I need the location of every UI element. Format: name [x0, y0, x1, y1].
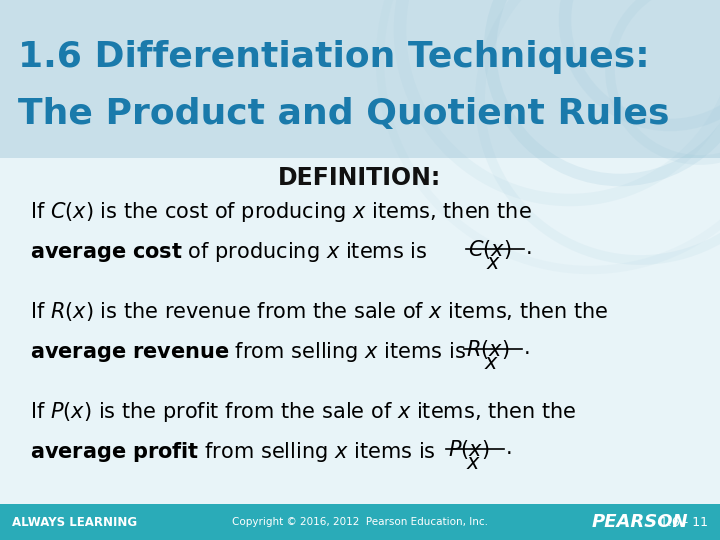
- Text: $x$: $x$: [484, 353, 499, 373]
- Text: $\mathbf{average\ profit}$ from selling $x$ items is: $\mathbf{average\ profit}$ from selling …: [30, 440, 436, 464]
- FancyBboxPatch shape: [0, 0, 720, 158]
- Text: PEARSON: PEARSON: [592, 513, 688, 531]
- Text: $R(x)$: $R(x)$: [466, 338, 509, 361]
- Text: .: .: [526, 238, 533, 258]
- Text: $\mathbf{average\ revenue}$ from selling $x$ items is: $\mathbf{average\ revenue}$ from selling…: [30, 340, 466, 364]
- Text: $\mathbf{average\ cost}$ of producing $x$ items is: $\mathbf{average\ cost}$ of producing $x…: [30, 240, 428, 264]
- Text: If $C(x)$ is the cost of producing $x$ items, then the: If $C(x)$ is the cost of producing $x$ i…: [30, 200, 532, 224]
- Text: 1.6 - 11: 1.6 - 11: [660, 516, 708, 529]
- Text: ALWAYS LEARNING: ALWAYS LEARNING: [12, 516, 137, 529]
- Text: $x$: $x$: [466, 453, 481, 473]
- FancyBboxPatch shape: [0, 504, 720, 540]
- Text: $C(x)$: $C(x)$: [468, 238, 511, 261]
- Text: If $P(x)$ is the profit from the sale of $x$ items, then the: If $P(x)$ is the profit from the sale of…: [30, 400, 577, 424]
- Text: 1.6 Differentiation Techniques:: 1.6 Differentiation Techniques:: [18, 40, 649, 74]
- Text: If $R(x)$ is the revenue from the sale of $x$ items, then the: If $R(x)$ is the revenue from the sale o…: [30, 300, 608, 323]
- Text: The Product and Quotient Rules: The Product and Quotient Rules: [18, 97, 670, 131]
- Text: .: .: [524, 338, 531, 358]
- Text: DEFINITION:: DEFINITION:: [279, 166, 441, 190]
- Text: $x$: $x$: [486, 253, 501, 273]
- Text: Copyright © 2016, 2012  Pearson Education, Inc.: Copyright © 2016, 2012 Pearson Education…: [232, 517, 488, 527]
- Text: .: .: [506, 438, 513, 458]
- Text: $P(x)$: $P(x)$: [448, 438, 490, 461]
